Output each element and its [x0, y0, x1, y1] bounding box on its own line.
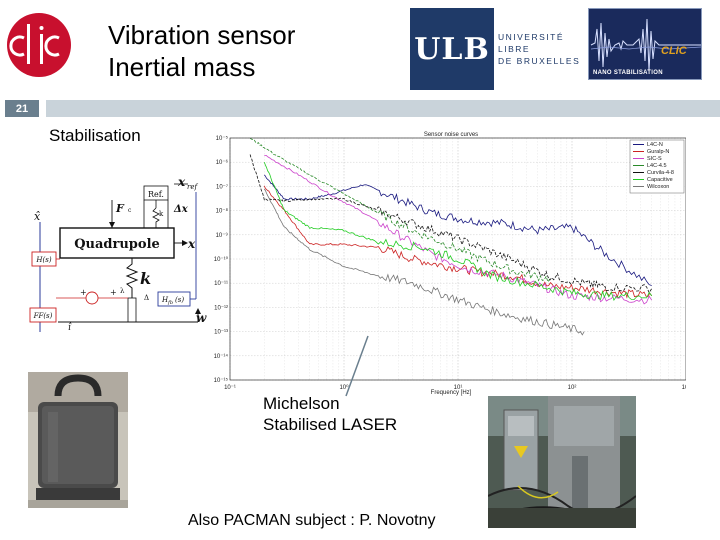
y-tick-label: 10⁻⁷	[216, 183, 228, 190]
laser-caption-line2: Stabilised LASER	[263, 415, 398, 434]
slide-title-line2: Inertial mass	[108, 52, 256, 82]
series-line-sic-s	[264, 154, 653, 305]
chart-title: Sensor noise curves	[424, 132, 478, 138]
y-tick-label: 10⁻¹⁰	[214, 256, 229, 263]
ulb-text-line1: UNIVERSITÉ	[498, 32, 565, 42]
xref-label: x	[177, 175, 186, 189]
waveform-graphic	[590, 18, 701, 72]
h-transfer-label: H(s)	[35, 256, 51, 264]
ulb-mark: ULB	[410, 8, 494, 90]
force-f-label: F	[115, 202, 125, 215]
caption-pointer-line	[345, 335, 369, 397]
legend-label: L4C-N	[647, 142, 663, 148]
quadrupole-label: Quadrupole	[74, 237, 160, 252]
y-tick-label: 10⁻⁶	[216, 159, 229, 166]
i-hat-label: î	[68, 322, 72, 333]
spring-k-label: k	[140, 269, 151, 288]
hfb-subscript: fb	[167, 300, 173, 306]
series-line-l4c-n	[264, 174, 652, 286]
sum-plus-1: +	[80, 288, 87, 297]
y-tick-label: 10⁻⁵	[216, 135, 229, 142]
legend-label: Wilcoxon	[647, 184, 669, 190]
x-tick-label: 10²	[568, 385, 577, 391]
y-tick-label: 10⁻¹¹	[214, 281, 228, 287]
legend-label: SIC-S	[647, 156, 662, 162]
slide-title-line1: Vibration sensor	[108, 20, 296, 50]
slide-header-rule	[46, 100, 720, 117]
y-tick-label: 10⁻¹³	[214, 330, 228, 336]
ff-transfer-box	[29, 307, 57, 323]
chart-legend-box	[629, 139, 685, 194]
legend-label: Guralp-N	[647, 149, 669, 155]
nano-clic-mark: CLIC	[661, 45, 687, 57]
chart-x-axis-label: Frequency [Hz]	[431, 390, 472, 396]
sensor-noise-chart: Sensor noise curves Frequency [Hz] 10⁻¹ 1…	[208, 128, 690, 396]
x-tick-label: 10³	[682, 385, 686, 391]
delta-label: Δ	[144, 294, 149, 302]
footer-note: Also PACMAN subject : P. Novotny	[188, 512, 436, 529]
ulb-text-line3: DE BRUXELLES	[498, 56, 581, 66]
hfb-tail: (s)	[175, 296, 184, 304]
legend-label: Curvila-4-8	[647, 170, 674, 176]
damper-c-label: c	[128, 207, 132, 214]
y-tick-label: 10⁻¹⁵	[214, 377, 229, 384]
xref-subscript: ref	[187, 183, 198, 191]
nano-stabilisation-logo: CLIC NANO STABILISATION	[588, 8, 702, 80]
series-line-wilcoxon	[263, 188, 585, 336]
spring-k-small-label: k	[159, 210, 164, 218]
ref-label: Ref.	[148, 190, 164, 199]
slide-number: 21	[5, 100, 39, 117]
y-tick-label: 10⁻¹²	[214, 305, 228, 311]
ground-w-label: w	[196, 311, 207, 325]
legend-label: L4C-4.5	[647, 163, 667, 169]
delta-x-label: Δx	[173, 204, 189, 215]
ulb-text-line2: LIBRE	[498, 44, 531, 54]
y-tick-label: 10⁻¹⁴	[214, 353, 229, 360]
x-output-label: x	[187, 237, 196, 251]
sum-plus-2: +	[110, 288, 117, 297]
section-subtitle: Stabilisation	[49, 126, 141, 145]
x-tick-label: 10⁻¹	[224, 385, 236, 391]
series-line-l4c-4-5	[249, 137, 551, 283]
laser-caption-line1: Michelson	[263, 394, 340, 413]
series-line-guralp-n	[263, 185, 653, 299]
x-tick-label: 10¹	[454, 385, 463, 391]
ff-transfer-label: FF(s)	[33, 312, 53, 320]
series-line-curvila-4-8	[249, 154, 653, 294]
x-tick-label: 10⁰	[339, 384, 349, 391]
series-line-capacitive	[263, 162, 653, 301]
nano-caption: NANO STABILISATION	[593, 70, 663, 76]
control-block-diagram: Quadrupole Ref. c k x ref Δx F x k w	[28, 172, 210, 342]
clic-logo	[4, 10, 74, 80]
lambda-label: λ	[120, 287, 125, 295]
legend-label: Capacitive	[647, 177, 673, 183]
ulb-logo: ULB UNIVERSITÉ LIBRE DE BRUXELLES	[410, 8, 579, 90]
y-tick-label: 10⁻⁹	[216, 232, 229, 239]
laser-equipment-photo	[488, 396, 636, 528]
y-tick-label: 10⁻⁸	[216, 208, 229, 215]
inertial-sensor-photo	[28, 372, 128, 508]
hfb-label: H	[161, 296, 169, 304]
xhat-label: x̂	[34, 210, 41, 223]
